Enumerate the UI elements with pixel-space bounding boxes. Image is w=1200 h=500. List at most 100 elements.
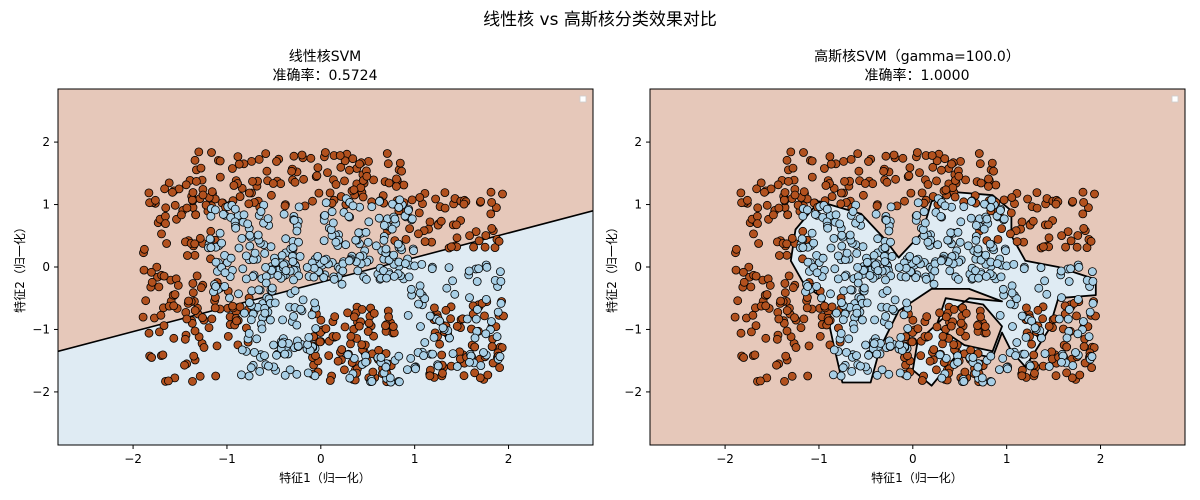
data-point	[191, 210, 201, 220]
data-point	[922, 312, 932, 322]
data-point	[936, 211, 946, 221]
data-point	[787, 233, 797, 243]
data-point	[956, 318, 966, 328]
data-point	[253, 230, 263, 240]
data-point	[799, 187, 809, 197]
data-point	[415, 288, 425, 298]
data-point	[761, 333, 771, 343]
data-point	[993, 259, 1002, 269]
data-point	[476, 196, 486, 206]
data-point	[837, 298, 846, 308]
data-point	[765, 280, 775, 290]
data-point	[1064, 277, 1074, 286]
data-point	[796, 323, 806, 333]
data-point	[402, 365, 412, 375]
data-point	[190, 155, 200, 165]
data-point	[1038, 314, 1047, 324]
data-point	[384, 312, 394, 322]
data-point	[890, 295, 900, 305]
data-point	[161, 219, 170, 229]
data-point	[1054, 314, 1064, 324]
data-point	[277, 251, 287, 260]
data-point	[986, 203, 996, 212]
data-point	[320, 148, 330, 157]
data-point	[394, 377, 404, 387]
x-tick-label: 1	[1003, 452, 1011, 466]
data-point	[776, 296, 785, 306]
data-point	[1021, 332, 1031, 342]
data-point	[748, 310, 758, 320]
data-point	[924, 331, 933, 341]
x-tick-label: −1	[218, 452, 236, 466]
data-point	[762, 290, 772, 299]
data-point	[188, 288, 198, 298]
data-point	[435, 316, 445, 326]
data-point	[1086, 236, 1096, 246]
data-point	[935, 350, 945, 360]
data-point	[827, 192, 837, 202]
data-point	[1079, 223, 1089, 233]
data-point	[807, 172, 817, 182]
data-point	[953, 227, 963, 237]
data-point	[139, 244, 149, 254]
data-point	[996, 205, 1005, 215]
data-point	[191, 176, 201, 186]
data-point	[947, 159, 956, 169]
data-point	[775, 251, 784, 260]
data-point	[164, 178, 174, 188]
data-point	[206, 226, 216, 236]
data-point	[363, 327, 373, 336]
data-point	[846, 154, 856, 164]
data-point	[369, 308, 379, 318]
data-point	[1040, 276, 1049, 286]
data-point	[411, 364, 420, 374]
data-point	[852, 308, 862, 318]
data-point	[163, 376, 173, 386]
data-point	[344, 211, 354, 221]
data-point	[314, 188, 324, 198]
data-point	[804, 341, 814, 351]
data-point	[1073, 294, 1083, 304]
data-point	[436, 216, 446, 226]
data-point	[388, 322, 398, 331]
data-point	[917, 376, 927, 385]
data-point	[462, 314, 472, 324]
data-point	[407, 214, 417, 224]
data-point	[839, 156, 848, 166]
data-point	[881, 215, 891, 225]
data-point	[1056, 266, 1066, 276]
data-point	[917, 188, 927, 198]
data-point	[911, 255, 921, 265]
data-point	[309, 272, 319, 282]
data-point	[211, 371, 221, 381]
data-point	[414, 299, 423, 309]
data-point	[818, 253, 828, 263]
subplot-rbf-ylabel: 特征2（归一化）	[604, 221, 619, 313]
data-point	[376, 353, 386, 362]
data-point	[190, 250, 200, 260]
data-point	[419, 351, 429, 361]
data-point	[321, 198, 331, 208]
data-point	[241, 274, 251, 284]
data-point	[871, 209, 881, 219]
data-point	[480, 311, 489, 321]
data-point	[471, 227, 481, 237]
data-point	[847, 366, 857, 376]
data-point	[338, 266, 348, 276]
data-point	[428, 349, 438, 359]
subplot-rbf-accuracy: 准确率：1.0000	[865, 67, 970, 84]
data-point	[963, 241, 973, 251]
data-point	[981, 271, 991, 281]
data-point	[496, 276, 506, 286]
data-point	[303, 340, 313, 349]
data-point	[1068, 196, 1078, 206]
data-point	[394, 203, 404, 212]
x-tick-label: 1	[411, 452, 419, 466]
data-point	[384, 178, 394, 188]
data-point	[858, 315, 867, 325]
data-point	[862, 298, 872, 308]
data-point	[1073, 329, 1083, 339]
data-point	[1084, 332, 1094, 342]
data-point	[199, 343, 209, 352]
data-point	[401, 234, 411, 244]
